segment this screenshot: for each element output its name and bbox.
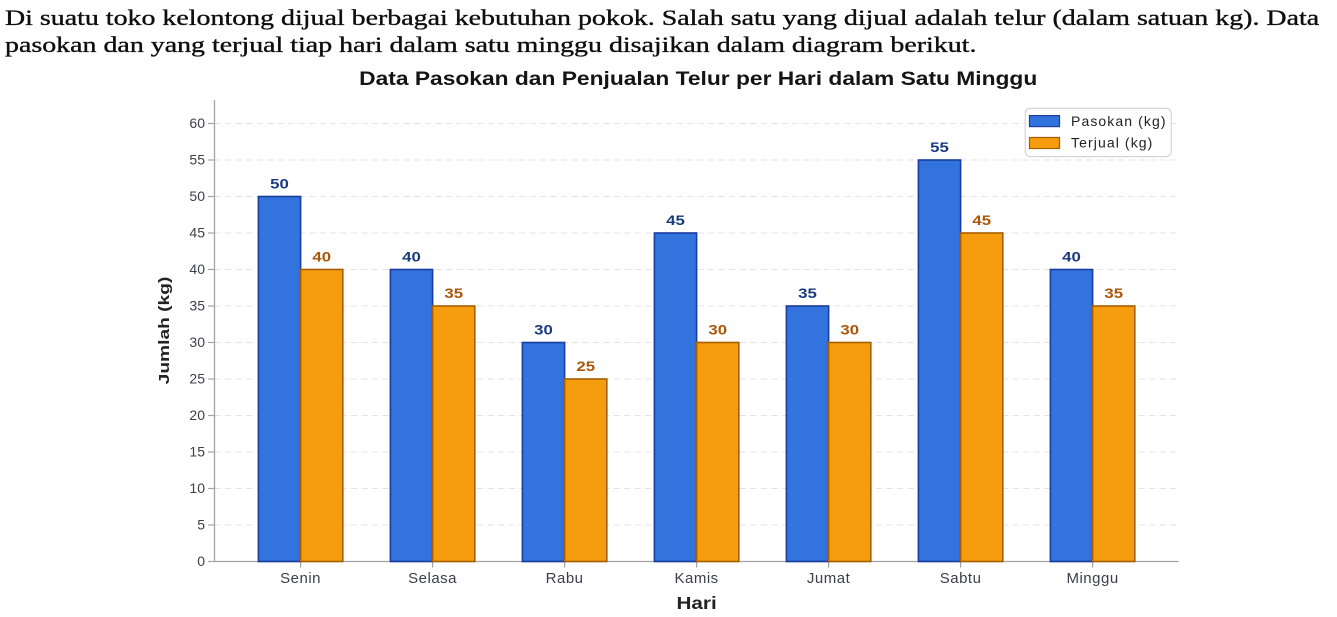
svg-text:40: 40 <box>402 250 421 265</box>
svg-text:Jumlah (kg): Jumlah (kg) <box>155 277 172 385</box>
svg-text:45: 45 <box>189 225 205 241</box>
svg-text:5: 5 <box>197 517 205 533</box>
svg-text:15: 15 <box>189 444 205 460</box>
svg-text:Kamis: Kamis <box>675 570 719 587</box>
svg-text:0: 0 <box>197 553 205 569</box>
svg-text:40: 40 <box>312 250 331 265</box>
svg-text:35: 35 <box>1104 286 1123 301</box>
svg-text:60: 60 <box>189 115 205 131</box>
svg-text:35: 35 <box>444 286 463 301</box>
svg-text:25: 25 <box>576 359 595 374</box>
svg-text:Minggu: Minggu <box>1066 570 1118 587</box>
svg-text:Pasokan (kg): Pasokan (kg) <box>1071 113 1167 129</box>
svg-text:50: 50 <box>270 177 289 192</box>
svg-text:35: 35 <box>189 298 205 314</box>
svg-text:55: 55 <box>930 140 949 155</box>
svg-text:20: 20 <box>189 407 205 423</box>
svg-text:45: 45 <box>972 213 991 228</box>
svg-text:30: 30 <box>189 334 205 350</box>
svg-text:40: 40 <box>189 261 205 277</box>
svg-text:55: 55 <box>189 152 205 168</box>
svg-text:35: 35 <box>798 286 817 301</box>
svg-text:10: 10 <box>189 480 205 496</box>
svg-text:25: 25 <box>189 371 205 387</box>
svg-text:30: 30 <box>840 323 859 338</box>
svg-text:Sabtu: Sabtu <box>940 570 982 587</box>
svg-text:30: 30 <box>708 323 727 338</box>
svg-text:45: 45 <box>666 213 685 228</box>
svg-text:Senin: Senin <box>280 570 321 587</box>
svg-text:30: 30 <box>534 323 553 338</box>
svg-text:Rabu: Rabu <box>546 570 584 587</box>
svg-text:Terjual (kg): Terjual (kg) <box>1071 135 1153 151</box>
svg-text:40: 40 <box>1062 250 1081 265</box>
svg-text:50: 50 <box>189 188 205 204</box>
svg-text:Selasa: Selasa <box>408 570 457 587</box>
svg-text:Data Pasokan dan Penjualan Tel: Data Pasokan dan Penjualan Telur per Har… <box>359 69 1037 90</box>
svg-text:Jumat: Jumat <box>807 570 851 587</box>
svg-text:Hari: Hari <box>676 593 716 613</box>
